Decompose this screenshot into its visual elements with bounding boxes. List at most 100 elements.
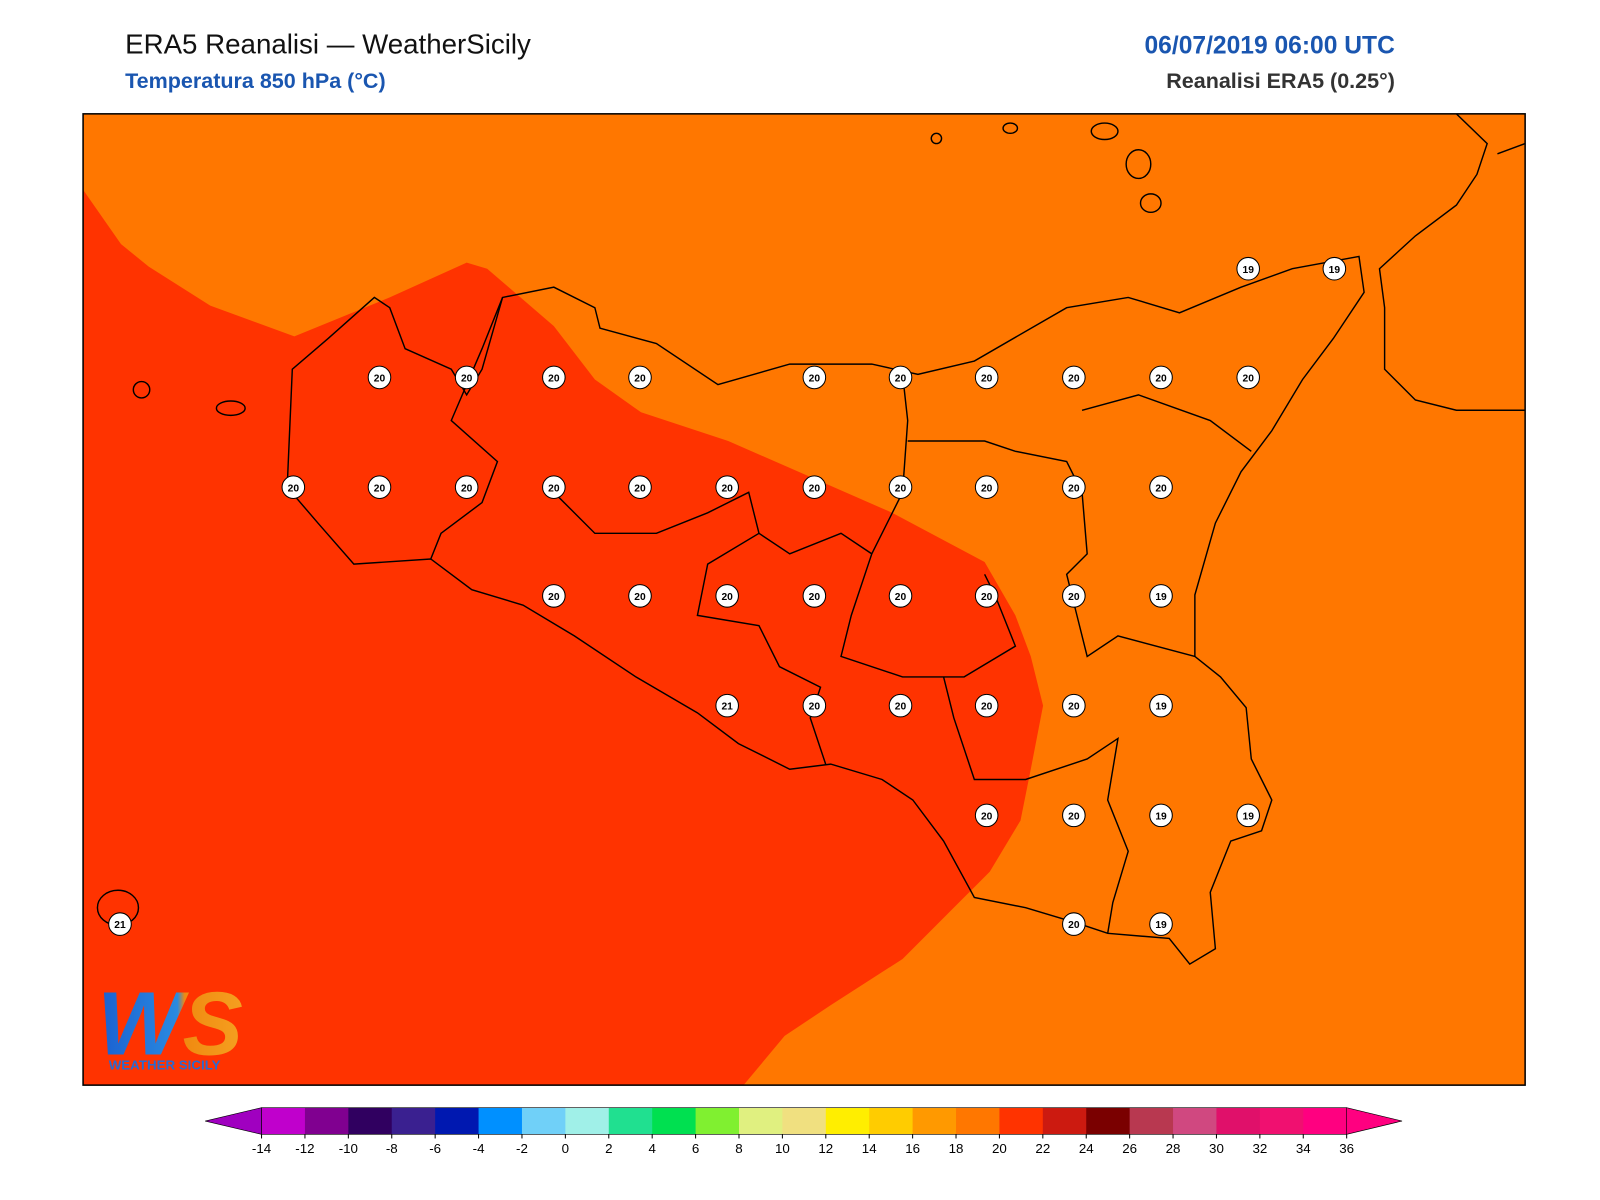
label-circle (628, 365, 652, 390)
label-circle (974, 475, 999, 499)
colorbar-tick-label: 36 (1339, 1141, 1354, 1156)
island (132, 380, 151, 399)
label-circle (715, 693, 739, 718)
colorbar-tick-label: 12 (818, 1141, 833, 1156)
station-value: 19 (1155, 811, 1167, 822)
sicily-coast (286, 255, 1365, 966)
colorbar-tick-label: 30 (1209, 1141, 1224, 1156)
station-value: 20 (374, 483, 386, 494)
label-circle (108, 912, 132, 936)
label-circle (1062, 475, 1086, 499)
label-circle (974, 584, 999, 608)
label-circle (542, 365, 566, 390)
island (1090, 122, 1119, 141)
station-value: 20 (1155, 374, 1167, 385)
station-value: 20 (981, 483, 993, 494)
colorbar-tick-label: -8 (386, 1141, 398, 1156)
colorbar-box (391, 1107, 436, 1135)
station-value: 20 (548, 483, 560, 494)
colorbar-tick-label: 28 (1166, 1141, 1181, 1156)
label-circle (1149, 475, 1173, 499)
station-value: 20 (548, 374, 560, 385)
provinces (430, 297, 1252, 934)
subtitle: Temperatura 850 hPa (°C) (125, 69, 386, 93)
label-circle (542, 584, 566, 608)
station-value: 20 (1068, 374, 1080, 385)
colorbar-box (608, 1107, 653, 1135)
label-circle (1236, 803, 1260, 828)
field-20-22 (83, 189, 1044, 1086)
station-value: 20 (1068, 811, 1080, 822)
island (1125, 149, 1152, 180)
station-value: 20 (1068, 483, 1080, 494)
label-circle (974, 365, 999, 390)
station-labels: 19 19 20 20 20 20 20 20 20 20 20 20 20 20 20 20 20 20 20 20… (108, 256, 1347, 936)
station-value: 20 (809, 483, 821, 494)
station-value: 20 (461, 374, 473, 385)
colorbar-tick-label: 2 (605, 1141, 612, 1156)
colorbar-tick-label: 10 (775, 1141, 790, 1156)
station-value: 20 (1068, 920, 1080, 931)
colorbar-tick-label: 4 (648, 1141, 656, 1156)
station-value: 19 (1329, 265, 1341, 276)
colorbar-tick-label: -2 (516, 1141, 528, 1156)
colorbar-over (1346, 1107, 1403, 1135)
label-circle (367, 365, 392, 390)
station-value: 20 (895, 483, 907, 494)
station-value: 20 (1068, 702, 1080, 713)
colorbar-tick-label: 32 (1252, 1141, 1267, 1156)
label-circle (802, 584, 827, 608)
station-value: 20 (1155, 483, 1167, 494)
colorbar-tick-label: 18 (949, 1141, 964, 1156)
colorbar-box (1303, 1107, 1348, 1135)
station-value: 20 (288, 483, 300, 494)
coastlines (96, 113, 1526, 966)
label-circle (888, 693, 913, 718)
colorbar-tick-label: 20 (992, 1141, 1007, 1156)
colorbar-box (348, 1107, 393, 1135)
colorbar-tick-label: 16 (905, 1141, 920, 1156)
colorbar-box (652, 1107, 697, 1135)
label-circle (542, 475, 566, 499)
title: ERA5 Reanalisi — WeatherSicily (125, 28, 531, 59)
label-circle (1149, 365, 1173, 390)
colorbar-tick-label: -6 (429, 1141, 441, 1156)
station-value: 20 (895, 702, 907, 713)
colorbar-box (956, 1107, 1000, 1135)
logo-subtext: WEATHER SICILY (109, 1058, 221, 1073)
station-value: 20 (634, 592, 646, 603)
label-circle (628, 584, 652, 608)
colorbar-box (695, 1107, 740, 1135)
station-value: 20 (895, 592, 907, 603)
station-value: 20 (809, 374, 821, 385)
station-value: 20 (548, 592, 560, 603)
label-circle (281, 475, 306, 499)
station-value: 20 (981, 702, 993, 713)
colorbar-box (435, 1107, 480, 1135)
label-circle (1062, 584, 1086, 608)
colorbar-tick-label: -12 (295, 1141, 314, 1156)
colorbar-tick-label: 22 (1035, 1141, 1050, 1156)
colorbar-box (521, 1107, 566, 1135)
label-circle (1062, 365, 1086, 390)
colorbar-tick-label: 8 (735, 1141, 742, 1156)
colorbar-box (565, 1107, 610, 1135)
colorbar-tick-label: 0 (562, 1141, 569, 1156)
label-circle (367, 475, 392, 499)
label-circle (715, 584, 739, 608)
label-circle (715, 475, 739, 499)
station-value: 19 (1155, 592, 1167, 603)
colorbar-box (825, 1107, 870, 1135)
label-circle (974, 803, 999, 828)
label-circle (1062, 803, 1086, 828)
station-value: 19 (1155, 920, 1167, 931)
colorbar-tick-label: 34 (1296, 1141, 1311, 1156)
station-value: 20 (721, 483, 733, 494)
station-value: 20 (1068, 592, 1080, 603)
label-circle (888, 584, 913, 608)
station-value: 19 (1155, 702, 1167, 713)
station-value: 20 (1243, 374, 1255, 385)
label-circle (1149, 584, 1173, 608)
label-circle (1149, 693, 1173, 718)
